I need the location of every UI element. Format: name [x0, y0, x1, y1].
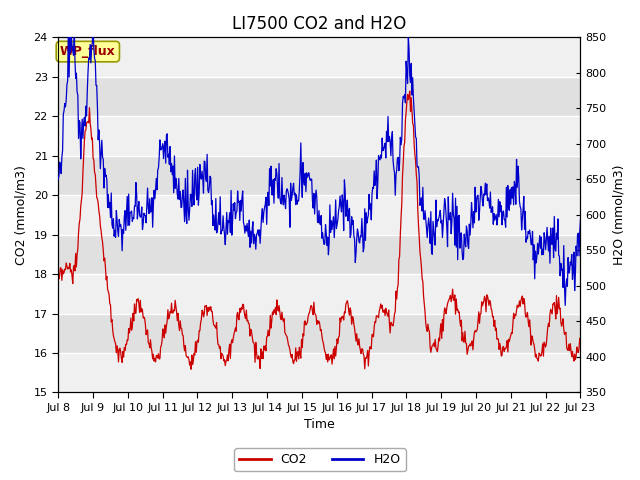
Bar: [58, 274, 580, 313]
Text: WP_flux: WP_flux: [60, 45, 116, 58]
Y-axis label: H2O (mmol/m3): H2O (mmol/m3): [612, 165, 625, 265]
Y-axis label: CO2 (mmol/m3): CO2 (mmol/m3): [15, 165, 28, 265]
Bar: [58, 353, 580, 393]
Bar: [58, 195, 580, 235]
Title: LI7500 CO2 and H2O: LI7500 CO2 and H2O: [232, 15, 406, 33]
Bar: [58, 37, 580, 77]
X-axis label: Time: Time: [304, 419, 335, 432]
Bar: [58, 116, 580, 156]
Legend: CO2, H2O: CO2, H2O: [234, 448, 406, 471]
